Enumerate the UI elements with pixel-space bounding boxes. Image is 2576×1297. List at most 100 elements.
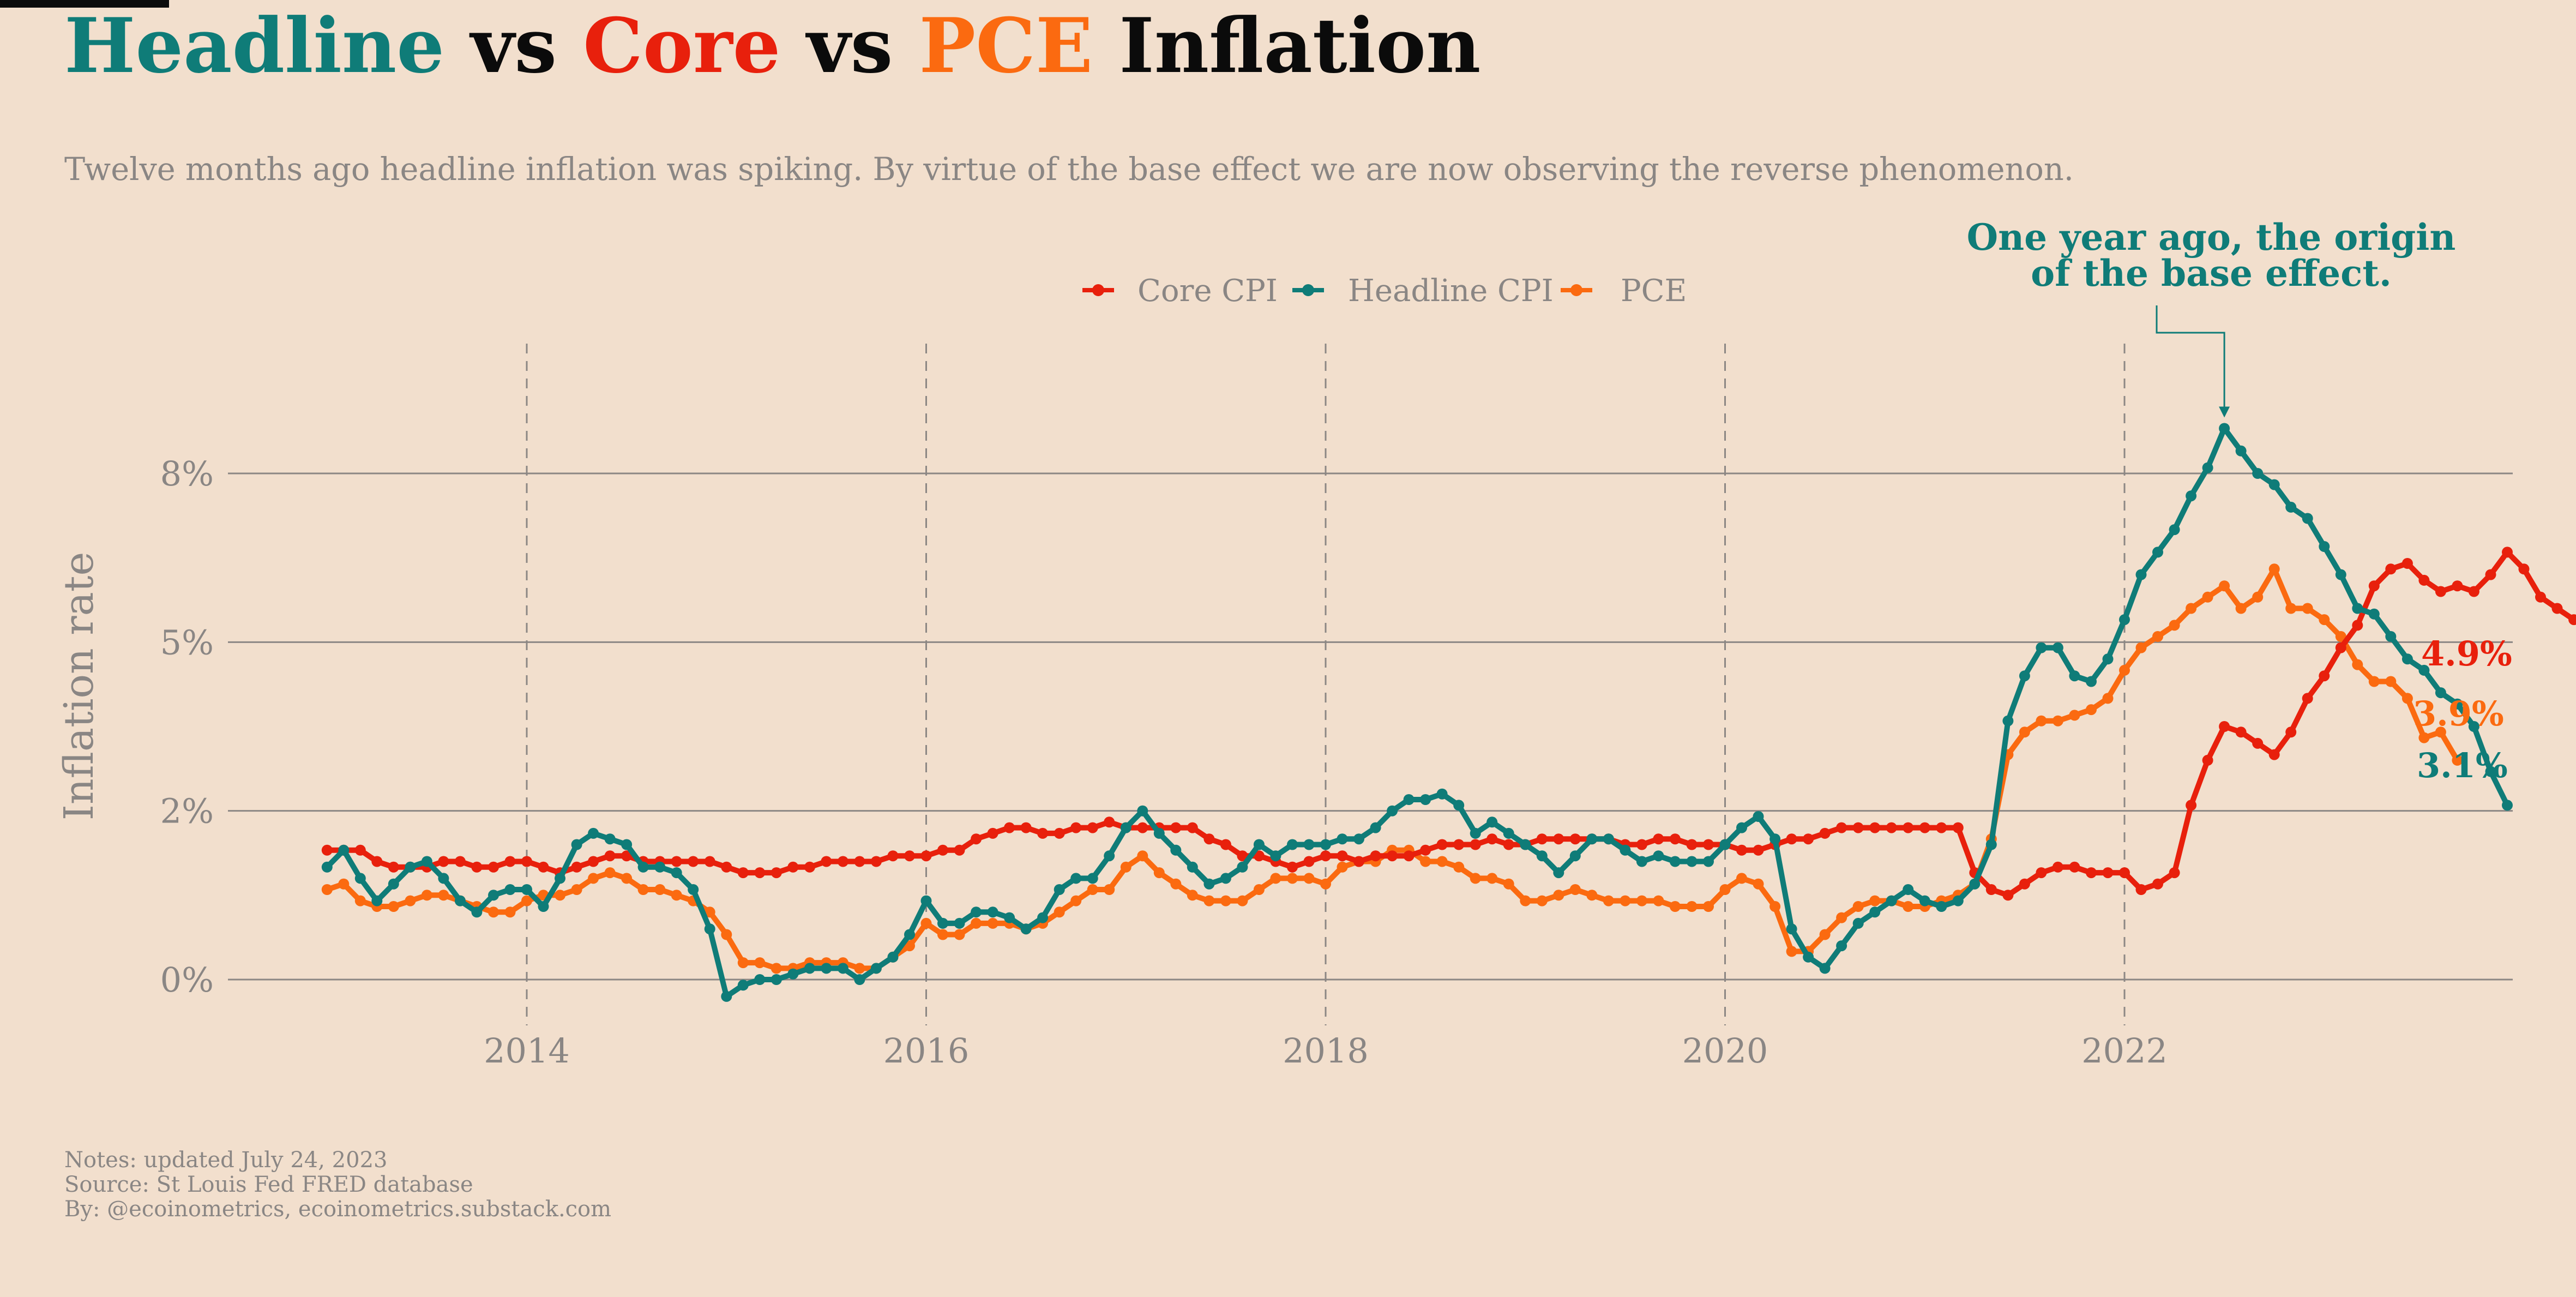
data-point-headline-cpi bbox=[555, 873, 565, 884]
data-point-core-cpi bbox=[604, 850, 616, 862]
data-point-pce bbox=[588, 873, 599, 884]
data-point-pce bbox=[2302, 603, 2313, 614]
data-point-core-cpi bbox=[2219, 721, 2230, 732]
data-point-pce bbox=[1669, 901, 1681, 912]
data-point-pce bbox=[321, 884, 333, 895]
data-point-core-cpi bbox=[1004, 822, 1015, 833]
data-point-core-cpi bbox=[804, 861, 815, 873]
data-point-core-cpi bbox=[1303, 856, 1315, 867]
data-point-pce bbox=[2319, 614, 2330, 626]
data-point-headline-cpi bbox=[2385, 631, 2397, 642]
data-point-headline-cpi bbox=[2102, 653, 2114, 665]
data-point-core-cpi bbox=[1337, 850, 1348, 862]
data-point-pce bbox=[904, 940, 915, 952]
data-point-core-cpi bbox=[2518, 563, 2530, 575]
data-point-headline-cpi bbox=[1586, 833, 1598, 845]
data-point-headline-cpi bbox=[1736, 822, 1747, 833]
data-point-pce bbox=[1903, 901, 1914, 912]
data-point-core-cpi bbox=[737, 867, 749, 879]
data-point-core-cpi bbox=[1237, 850, 1248, 862]
data-point-pce bbox=[1453, 861, 1465, 873]
data-point-headline-cpi bbox=[2086, 676, 2097, 687]
legend-label-core-cpi: Core CPI bbox=[1137, 273, 1278, 309]
data-point-pce bbox=[737, 957, 749, 969]
end-label-pce: 3.9% bbox=[2413, 694, 2504, 734]
series-layer bbox=[321, 423, 2576, 1002]
data-point-headline-cpi bbox=[854, 974, 865, 985]
data-point-pce bbox=[2036, 715, 2047, 726]
data-point-pce bbox=[754, 957, 766, 969]
data-point-core-cpi bbox=[2002, 890, 2014, 901]
data-point-core-cpi bbox=[1903, 822, 1914, 833]
data-point-core-cpi bbox=[1387, 850, 1398, 862]
notes-line-2: Source: St Louis Fed FRED database bbox=[64, 1172, 473, 1197]
data-point-headline-cpi bbox=[1253, 839, 1265, 850]
data-point-pce bbox=[1054, 906, 1065, 918]
data-point-core-cpi bbox=[2335, 642, 2346, 653]
data-point-core-cpi bbox=[1803, 833, 1814, 845]
data-point-core-cpi bbox=[1370, 850, 1381, 862]
data-point-core-cpi bbox=[1453, 839, 1465, 850]
data-point-pce bbox=[704, 906, 715, 918]
data-point-pce bbox=[1736, 873, 1747, 884]
data-point-core-cpi bbox=[1403, 850, 1415, 862]
data-point-core-cpi bbox=[1253, 850, 1265, 862]
title-part-vs-1: vs bbox=[444, 1, 583, 90]
data-point-pce bbox=[2418, 732, 2430, 743]
end-label-core-cpi: 4.9% bbox=[2421, 634, 2512, 674]
y-tick-label: 2% bbox=[160, 791, 214, 831]
data-point-core-cpi bbox=[1819, 827, 1831, 839]
data-point-headline-cpi bbox=[1686, 856, 1698, 867]
data-point-headline-cpi bbox=[2335, 569, 2346, 580]
data-point-pce bbox=[771, 963, 782, 974]
x-tick-label: 2020 bbox=[1682, 1031, 1768, 1071]
data-point-headline-cpi bbox=[971, 906, 982, 918]
data-point-headline-cpi bbox=[937, 917, 948, 929]
data-point-headline-cpi bbox=[1004, 912, 1015, 923]
data-point-core-cpi bbox=[937, 844, 948, 856]
data-point-headline-cpi bbox=[1852, 917, 1864, 929]
data-point-headline-cpi bbox=[688, 884, 699, 895]
y-axis-title: Inflation rate bbox=[56, 552, 103, 821]
end-label-headline-cpi: 3.1% bbox=[2417, 746, 2508, 785]
data-point-core-cpi bbox=[1703, 839, 1714, 850]
legend-label-headline-cpi: Headline CPI bbox=[1348, 273, 1554, 309]
data-point-core-cpi bbox=[1936, 822, 1947, 833]
data-point-headline-cpi bbox=[1070, 873, 1082, 884]
data-point-pce bbox=[1753, 878, 1764, 890]
data-point-headline-cpi bbox=[504, 884, 516, 895]
data-point-headline-cpi bbox=[954, 917, 965, 929]
data-point-core-cpi bbox=[1104, 816, 1115, 828]
data-point-headline-cpi bbox=[920, 895, 932, 906]
data-point-core-cpi bbox=[2052, 861, 2063, 873]
data-point-core-cpi bbox=[2368, 580, 2380, 592]
data-point-headline-cpi bbox=[1087, 873, 1098, 884]
data-point-pce bbox=[971, 917, 982, 929]
data-point-headline-cpi bbox=[1420, 794, 1431, 805]
data-point-pce bbox=[1653, 895, 1664, 906]
data-point-core-cpi bbox=[920, 850, 932, 862]
data-point-core-cpi bbox=[2019, 878, 2030, 890]
data-point-headline-cpi bbox=[521, 884, 532, 895]
data-point-headline-cpi bbox=[1520, 839, 1531, 850]
data-point-headline-cpi bbox=[1353, 833, 1364, 845]
data-point-core-cpi bbox=[1287, 861, 1298, 873]
data-point-core-cpi bbox=[2285, 726, 2297, 738]
data-point-pce bbox=[1320, 878, 1331, 890]
data-point-pce bbox=[1153, 867, 1165, 879]
data-point-headline-cpi bbox=[1486, 816, 1498, 828]
data-point-core-cpi bbox=[388, 861, 399, 873]
x-tick-label: 2016 bbox=[883, 1031, 970, 1071]
data-point-pce bbox=[1719, 884, 1731, 895]
title-part-vs-2: vs bbox=[780, 1, 919, 90]
data-point-pce bbox=[671, 890, 682, 901]
data-point-headline-cpi bbox=[1287, 839, 1298, 850]
legend-item-pce: PCE bbox=[1561, 273, 1687, 309]
data-point-headline-cpi bbox=[1985, 839, 1997, 850]
data-point-pce bbox=[1569, 884, 1581, 895]
data-point-core-cpi bbox=[2135, 884, 2147, 895]
data-point-headline-cpi bbox=[1453, 800, 1465, 811]
data-point-pce bbox=[2019, 726, 2030, 738]
data-point-core-cpi bbox=[1753, 844, 1764, 856]
data-point-headline-cpi bbox=[1170, 844, 1182, 856]
